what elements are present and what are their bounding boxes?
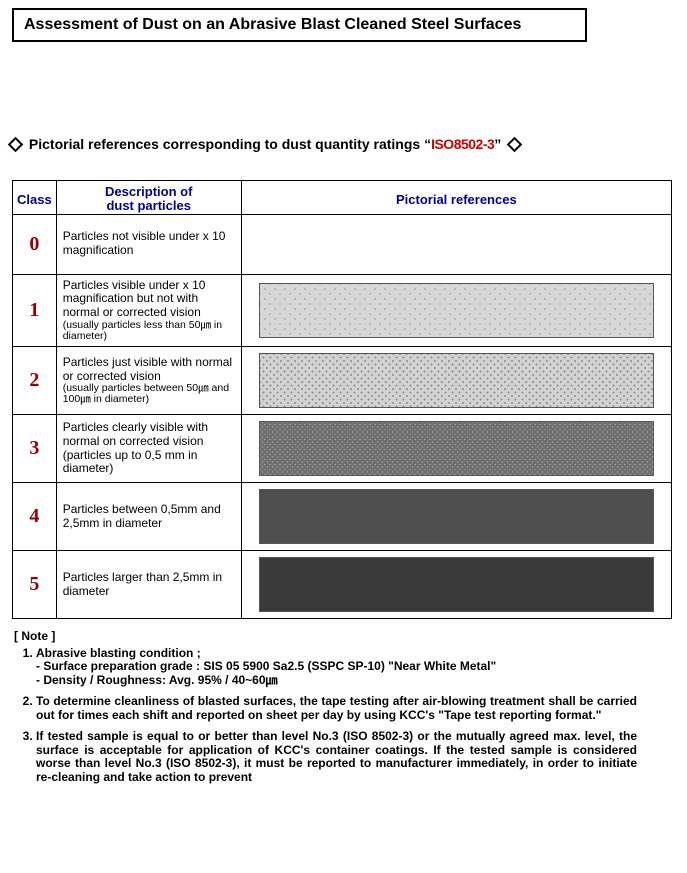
note-main-text: To determine cleanliness of blasted surf… [36, 694, 637, 721]
description-subtext: (usually particles less than 50㎛ in diam… [63, 320, 235, 342]
notes-heading: [ Note ] [14, 629, 677, 643]
table-row: 5Particles larger than 2,5mm in diameter [13, 551, 672, 619]
class-cell: 3 [13, 415, 57, 483]
description-cell: Particles larger than 2,5mm in diameter [56, 551, 241, 619]
note-item: Abrasive blasting condition ;- Surface p… [36, 647, 677, 687]
page-title: Assessment of Dust on an Abrasive Blast … [24, 16, 521, 33]
note-item: To determine cleanliness of blasted surf… [36, 695, 677, 722]
description-text: Particles visible under x 10 magnificati… [63, 278, 206, 320]
description-cell: Particles not visible under x 10 magnifi… [56, 214, 241, 274]
description-cell: Particles clearly visible with normal on… [56, 415, 241, 483]
class-cell: 4 [13, 483, 57, 551]
texture-swatch [259, 421, 654, 476]
col-header-desc-line1: Description of [105, 184, 192, 199]
note-sub-text: - Density / Roughness: Avg. 95% / 40~60㎛ [36, 674, 637, 687]
table-row: 3Particles clearly visible with normal o… [13, 415, 672, 483]
table-row: 0Particles not visible under x 10 magnif… [13, 214, 672, 274]
page-title-box: Assessment of Dust on an Abrasive Blast … [12, 8, 587, 42]
table-row: 1Particles visible under x 10 magnificat… [13, 274, 672, 346]
heading-post-text: ” [494, 136, 501, 152]
col-header-class: Class [13, 181, 57, 215]
dust-rating-table: Class Description of dust particles Pict… [12, 180, 672, 619]
col-header-pictorial: Pictorial references [241, 181, 671, 215]
texture-swatch [259, 489, 654, 544]
note-item: If tested sample is equal to or better t… [36, 730, 677, 784]
description-text: Particles larger than 2,5mm in diameter [63, 570, 222, 598]
pictorial-cell [241, 551, 671, 619]
table-header-row: Class Description of dust particles Pict… [13, 181, 672, 215]
description-subtext: (usually particles between 50㎛ and 100㎛ … [63, 383, 235, 405]
heading-pre-text: Pictorial references corresponding to du… [29, 136, 431, 152]
description-cell: Particles between 0,5mm and 2,5mm in dia… [56, 483, 241, 551]
class-cell: 0 [13, 214, 57, 274]
heading-iso-code: ISO8502-3 [431, 136, 494, 152]
class-cell: 1 [13, 274, 57, 346]
table-row: 2Particles just visible with normal or c… [13, 347, 672, 415]
pictorial-cell [241, 415, 671, 483]
pictorial-cell [241, 483, 671, 551]
description-text: Particles just visible with normal or co… [63, 355, 232, 383]
diamond-icon [507, 137, 523, 153]
pictorial-cell [241, 274, 671, 346]
section-heading: Pictorial references corresponding to du… [10, 136, 677, 152]
col-header-description: Description of dust particles [56, 181, 241, 215]
diamond-icon [8, 137, 24, 153]
class-cell: 2 [13, 347, 57, 415]
pictorial-cell [241, 214, 671, 274]
class-cell: 5 [13, 551, 57, 619]
description-text: Particles between 0,5mm and 2,5mm in dia… [63, 502, 221, 530]
note-sub-text: - Surface preparation grade : SIS 05 590… [36, 660, 637, 673]
description-cell: Particles just visible with normal or co… [56, 347, 241, 415]
texture-swatch [259, 283, 654, 338]
description-text: Particles not visible under x 10 magnifi… [63, 229, 226, 257]
texture-swatch [259, 353, 654, 408]
notes-list: Abrasive blasting condition ;- Surface p… [20, 647, 677, 784]
note-main-text: If tested sample is equal to or better t… [36, 729, 637, 783]
texture-swatch [259, 557, 654, 612]
note-main-text: Abrasive blasting condition ; [36, 646, 201, 660]
description-text: Particles clearly visible with normal on… [63, 420, 208, 475]
col-header-desc-line2: dust particles [106, 198, 191, 213]
description-cell: Particles visible under x 10 magnificati… [56, 274, 241, 346]
pictorial-cell [241, 347, 671, 415]
table-row: 4Particles between 0,5mm and 2,5mm in di… [13, 483, 672, 551]
